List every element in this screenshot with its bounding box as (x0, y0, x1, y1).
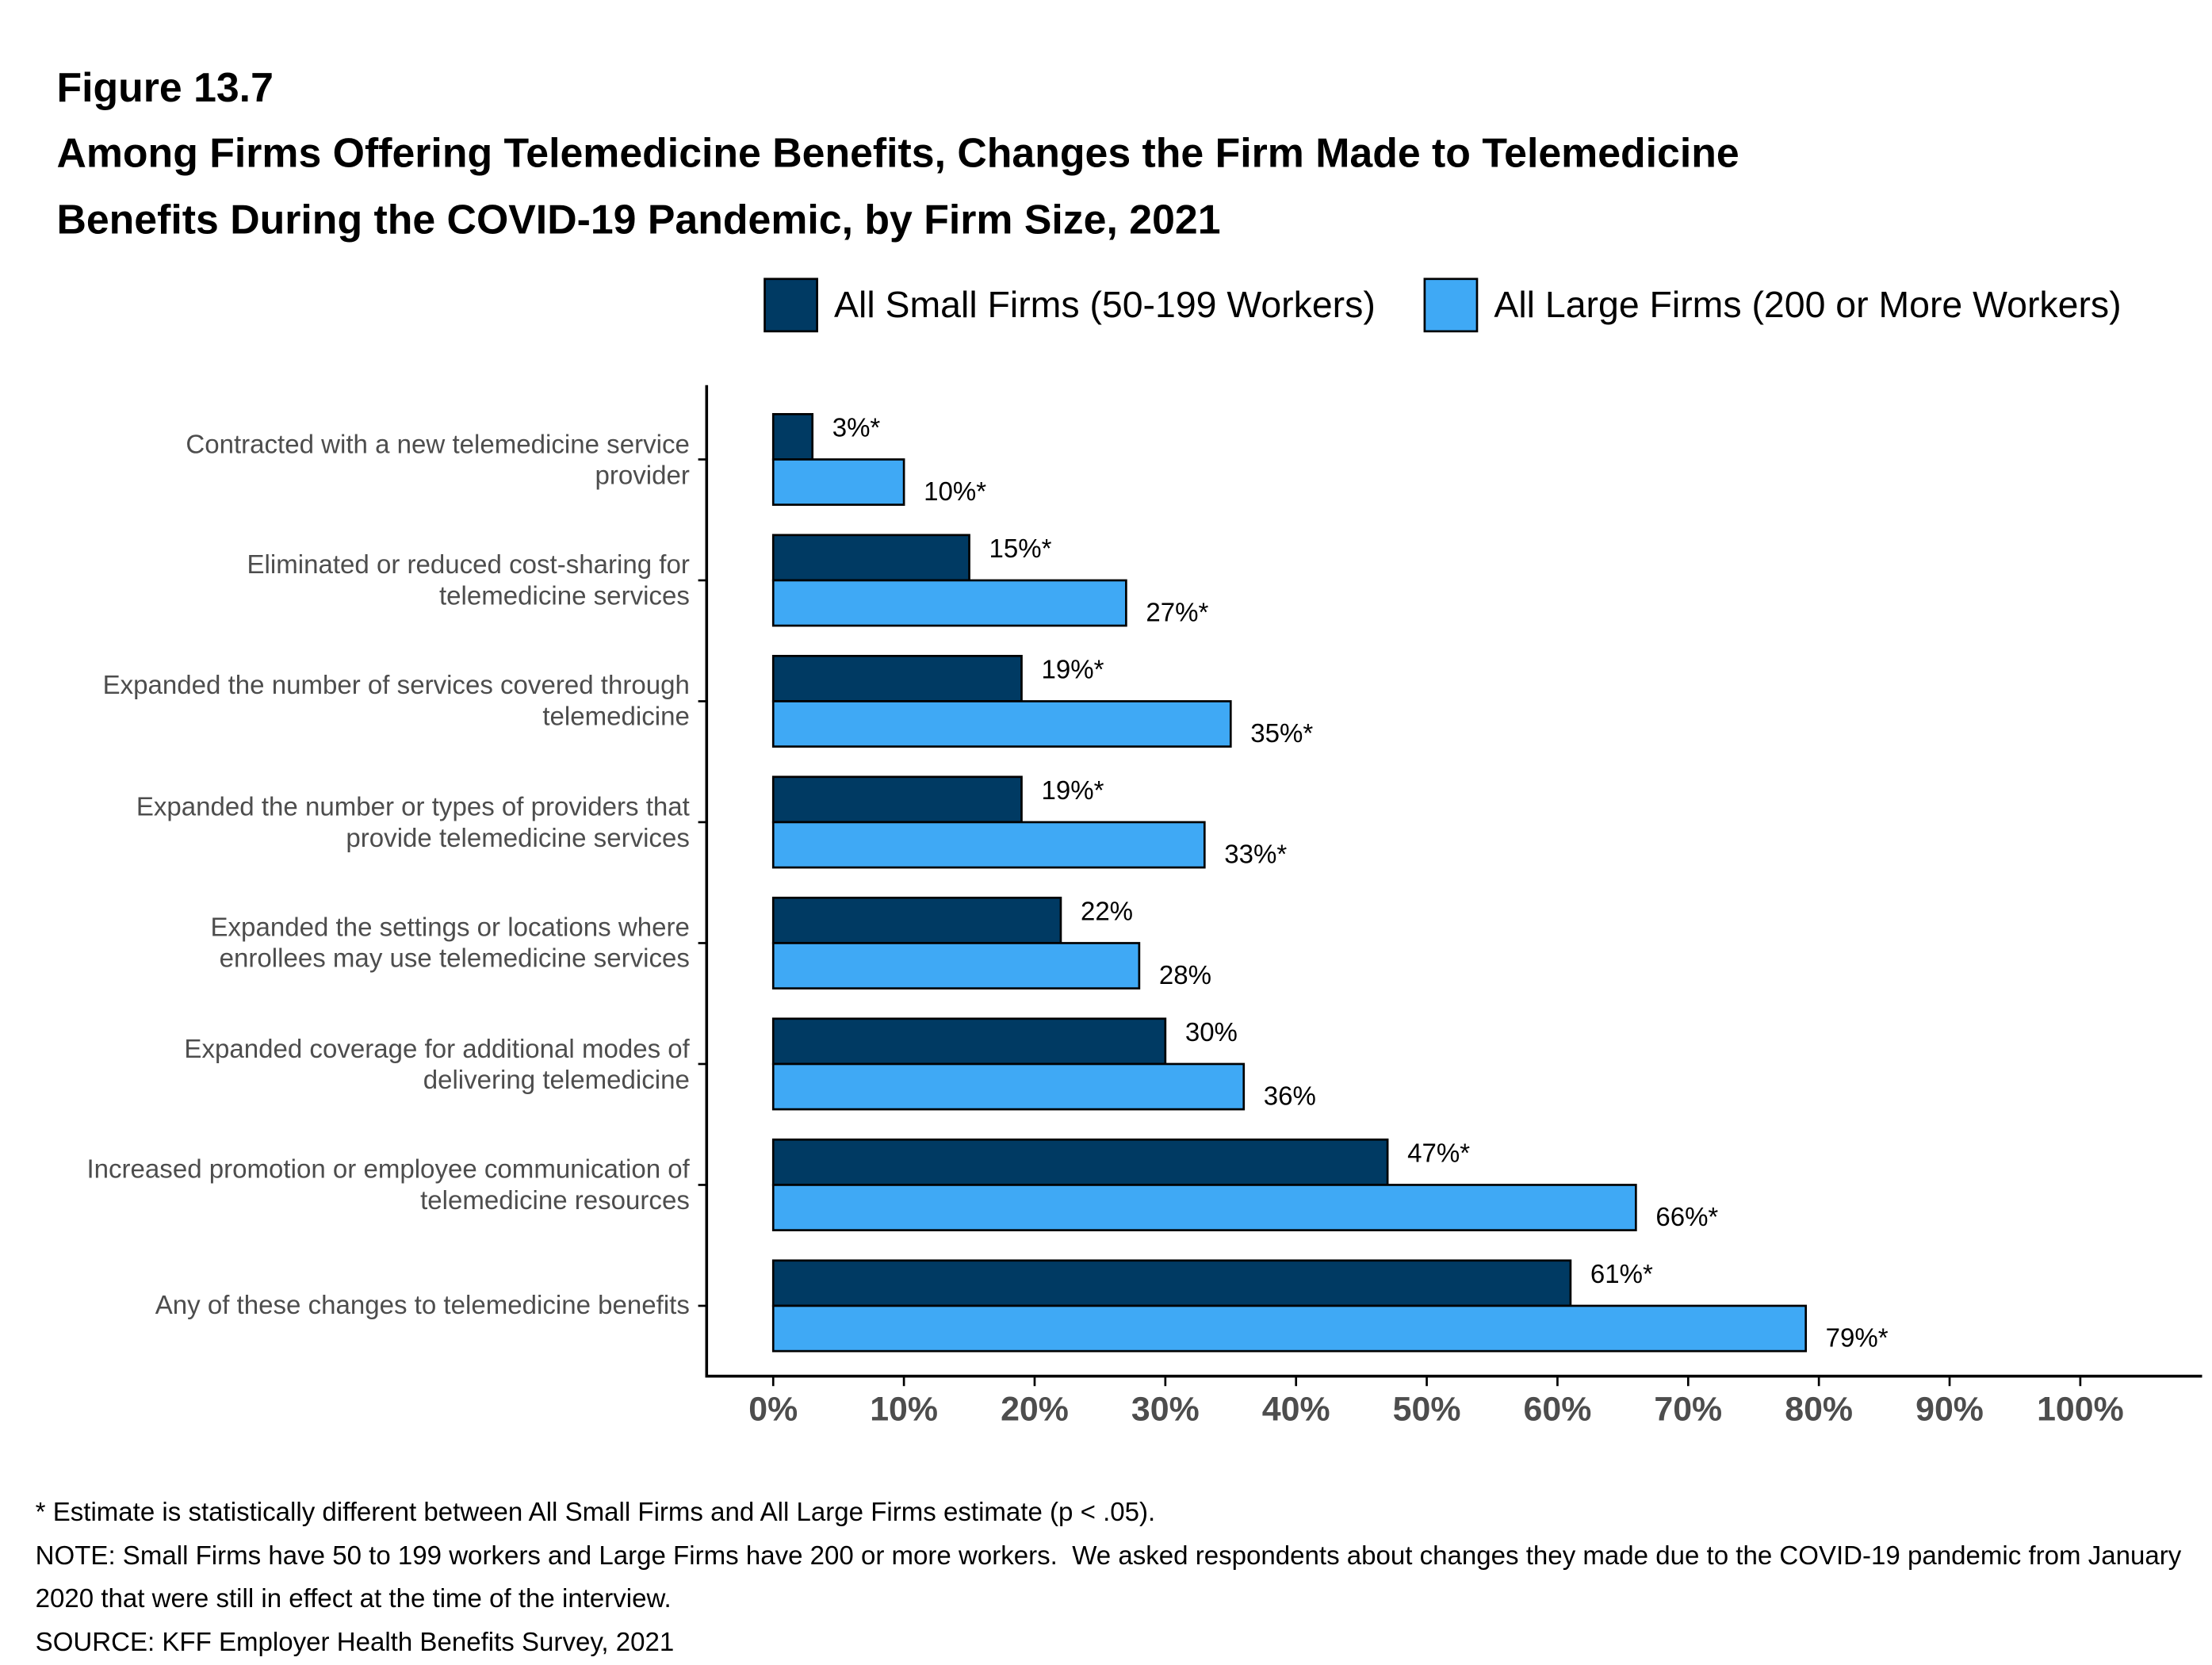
x-tick-label: 0% (748, 1391, 798, 1429)
x-tick-label: 40% (1262, 1391, 1330, 1429)
x-tick-label: 80% (1785, 1391, 1853, 1429)
x-tick-label: 100% (2037, 1391, 2124, 1429)
notes-box: * Estimate is statistically different be… (36, 1491, 2210, 1663)
category-label-wrap: Expanded coverage for additional modes o… (0, 1008, 690, 1121)
category-label-wrap: Expanded the settings or locations where… (0, 886, 690, 1000)
x-tick-label: 90% (1915, 1391, 1984, 1429)
x-tick-label: 70% (1654, 1391, 1722, 1429)
value-label: 19%* (1041, 655, 1104, 684)
note: NOTE: Small Firms have 50 to 199 workers… (35, 1539, 2189, 1613)
category-label-box: Expanded the number or types of provider… (0, 766, 690, 879)
value-label: 47%* (1407, 1139, 1470, 1168)
category-label: Any of these changes to telemedicine ben… (155, 1290, 690, 1320)
value-label: 22% (1081, 897, 1133, 926)
bar (771, 1138, 1389, 1186)
category-label: Contracted with a new telemedicine servi… (186, 428, 690, 489)
category-label-box: Expanded the number of services covered … (0, 645, 690, 758)
value-label: 28% (1159, 960, 1211, 989)
category-label: Increased promotion or employee communic… (86, 1154, 690, 1215)
bar (771, 1062, 1246, 1111)
value-label: 27%* (1146, 598, 1208, 627)
bar (771, 700, 1232, 748)
bar (771, 896, 1062, 944)
category-label-box: Expanded the settings or locations where… (0, 886, 690, 1000)
note: SOURCE: KFF Employer Health Benefits Sur… (35, 1625, 675, 1656)
title-box: Among Firms Offering Telemedicine Benefi… (56, 132, 1739, 244)
bar (771, 534, 970, 582)
note: * Estimate is statistically different be… (35, 1496, 1156, 1527)
category-label: Eliminated or reduced cost-sharing for t… (247, 549, 690, 610)
x-tick-label: 10% (870, 1391, 938, 1429)
value-label: 33%* (1224, 840, 1287, 869)
category-label-box: Increased promotion or employee communic… (0, 1128, 690, 1242)
x-tick-label: 50% (1393, 1391, 1461, 1429)
bar (771, 458, 905, 506)
bar (771, 775, 1023, 824)
bar (771, 1259, 1572, 1307)
value-label: 10%* (924, 477, 986, 506)
value-label: 30% (1185, 1017, 1238, 1047)
x-tick-label: 60% (1524, 1391, 1592, 1429)
category-label-wrap: Expanded the number or types of provider… (0, 766, 690, 879)
category-label-box: Expanded coverage for additional modes o… (0, 1008, 690, 1121)
bar (771, 942, 1141, 989)
value-label: 3%* (832, 413, 881, 442)
value-label: 35%* (1250, 718, 1313, 748)
figure-label: Figure 13.7 (56, 64, 273, 110)
legend-label: All Small Firms (50-199 Workers) (834, 284, 1376, 325)
value-label: 79%* (1826, 1323, 1889, 1353)
bar (771, 579, 1127, 627)
category-label-wrap: Expanded the number of services covered … (0, 645, 690, 758)
x-tick-label: 30% (1131, 1391, 1200, 1429)
category-label-box: Any of these changes to telemedicine ben… (0, 1250, 690, 1363)
value-label: 36% (1264, 1081, 1316, 1111)
category-label: Expanded the number of services covered … (102, 670, 690, 731)
bar (771, 1184, 1637, 1231)
bar (771, 412, 814, 461)
category-label-wrap: Increased promotion or employee communic… (0, 1128, 690, 1242)
legend-swatch (1423, 278, 1479, 333)
bar (771, 821, 1206, 869)
category-label-box: Eliminated or reduced cost-sharing for t… (0, 524, 690, 637)
x-tick-label: 20% (1001, 1391, 1069, 1429)
value-label: 19%* (1041, 775, 1104, 805)
category-label-wrap: Any of these changes to telemedicine ben… (0, 1250, 690, 1363)
category-label: Expanded the settings or locations where… (210, 912, 690, 973)
value-label: 66%* (1655, 1202, 1718, 1231)
chart-title: Among Firms Offering Telemedicine Benefi… (56, 132, 1739, 244)
value-label: 61%* (1590, 1259, 1653, 1288)
bar (771, 654, 1023, 702)
category-label: Expanded coverage for additional modes o… (184, 1032, 690, 1094)
category-label-wrap: Contracted with a new telemedicine servi… (0, 403, 690, 516)
category-label: Expanded the number or types of provider… (136, 790, 690, 852)
bar (771, 1304, 1808, 1353)
legend-swatch (763, 278, 818, 333)
category-label-wrap: Eliminated or reduced cost-sharing for t… (0, 524, 690, 637)
notes: * Estimate is statistically different be… (36, 1491, 2210, 1663)
legend-label: All Large Firms (200 or More Workers) (1494, 284, 2121, 325)
category-label-box: Contracted with a new telemedicine servi… (0, 403, 690, 516)
bar (771, 1017, 1167, 1066)
value-label: 15%* (989, 534, 1052, 563)
